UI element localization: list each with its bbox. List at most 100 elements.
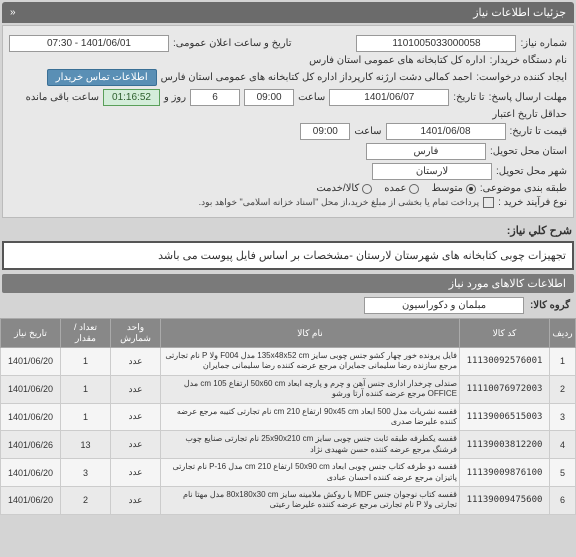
cell-name: صندلی چرخدار اداری جنس آهن و چرم و پارچه…: [161, 375, 460, 403]
cell-code: 11139006515003: [460, 403, 550, 431]
radio-label: متوسط: [431, 183, 462, 194]
cell-name: قفسه یکطرفه طبقه ثابت جنس چوبی سایز 25x9…: [161, 431, 460, 459]
city-value: لارستان: [372, 163, 492, 180]
items-table: ردیف کد کالا نام کالا واحد شمارش تعداد /…: [0, 318, 576, 515]
col-date: تاریخ نیاز: [1, 319, 61, 348]
table-row: 411139003812200قفسه یکطرفه طبقه ثابت جنس…: [1, 431, 576, 459]
cell-date: 1401/06/20: [1, 403, 61, 431]
need-no-label: شماره نیاز:: [520, 38, 567, 49]
city-label: شهر محل تحویل:: [496, 166, 567, 177]
cell-code: 11139003812200: [460, 431, 550, 459]
countdown-timer: 01:16:52: [103, 89, 160, 106]
category-option[interactable]: کالا/خدمت: [316, 183, 372, 194]
cell-qty: 13: [61, 431, 111, 459]
col-qty: تعداد / مقدار: [61, 319, 111, 348]
cell-qty: 1: [61, 348, 111, 376]
deadline-label: مهلت ارسال پاسخ:: [489, 92, 567, 103]
cell-unit: عدد: [111, 459, 161, 487]
cell-unit: عدد: [111, 375, 161, 403]
validity-time: 09:00: [300, 123, 350, 140]
cell-date: 1401/06/26: [1, 431, 61, 459]
table-row: 211110076972003صندلی چرخدار اداری جنس آه…: [1, 375, 576, 403]
deadline-time-label: ساعت: [298, 92, 325, 103]
org-label: نام دستگاه خریدار:: [490, 55, 567, 66]
table-row: 311139006515003قفسه نشریات مدل 500 ابعاد…: [1, 403, 576, 431]
org-value: اداره کل کتابخانه های عمومی استان فارس: [309, 55, 486, 66]
cell-code: 11130092576001: [460, 348, 550, 376]
radio-icon: [466, 184, 476, 194]
page-header: جزئیات اطلاعات نیاز «: [2, 2, 574, 23]
contact-buyer-button[interactable]: اطلاعات تماس خریدار: [47, 69, 157, 86]
validity-label: حداقل تاریخ اعتبار: [492, 109, 567, 120]
announce-label: تاریخ و ساعت اعلان عمومی:: [173, 38, 292, 49]
cell-code: 11139009876100: [460, 459, 550, 487]
requester-label: ایجاد کننده درخواست:: [476, 72, 567, 83]
radio-label: کالا/خدمت: [316, 183, 359, 194]
process-checkbox[interactable]: [483, 197, 494, 208]
need-no-value: 1101005033000058: [356, 35, 516, 52]
cell-qty: 2: [61, 486, 111, 514]
province-label: استان محل تحویل:: [490, 146, 567, 157]
table-row: 111130092576001فایل پرونده خور چهار کشو …: [1, 348, 576, 376]
requester-value: احمد کمالی دشت ارژنه کارپرداز اداره کل ک…: [161, 72, 473, 83]
cell-index: 1: [550, 348, 576, 376]
cell-date: 1401/06/20: [1, 486, 61, 514]
cell-qty: 1: [61, 375, 111, 403]
days-remaining: 6: [190, 89, 240, 106]
validity-sub-label: قیمت تا تاریخ:: [510, 126, 567, 137]
items-header: اطلاعات کالاهای مورد نیاز: [2, 274, 574, 293]
table-row: 611139009475600قفسه کتاب نوجوان جنس MDF …: [1, 486, 576, 514]
cell-name: فایل پرونده خور چهار کشو جنس چوبی سایز 1…: [161, 348, 460, 376]
page-title: جزئیات اطلاعات نیاز: [473, 6, 566, 19]
deadline-ta: تا تاریخ:: [453, 92, 484, 103]
cell-date: 1401/06/20: [1, 459, 61, 487]
group-value: مبلمان و دکوراسیون: [364, 297, 524, 314]
cell-index: 5: [550, 459, 576, 487]
cell-name: قفسه کتاب نوجوان جنس MDF با روکش ملامینه…: [161, 486, 460, 514]
days-label: روز و: [164, 92, 186, 103]
description-text: تجهیزات چوبی کتابخانه های شهرستان لارستا…: [158, 250, 566, 262]
validity-time-label: ساعت: [354, 126, 381, 137]
col-unit: واحد شمارش: [111, 319, 161, 348]
cell-index: 4: [550, 431, 576, 459]
table-header-row: ردیف کد کالا نام کالا واحد شمارش تعداد /…: [1, 319, 576, 348]
announce-value: 1401/06/01 - 07:30: [9, 35, 169, 52]
col-name: نام کالا: [161, 319, 460, 348]
cell-date: 1401/06/20: [1, 375, 61, 403]
category-option[interactable]: متوسط: [431, 183, 475, 194]
validity-date: 1401/06/08: [386, 123, 506, 140]
province-value: فارس: [366, 143, 486, 160]
group-label: گروه کالا:: [530, 300, 570, 311]
category-radio-group: متوسط عمده کالا/خدمت: [316, 183, 476, 194]
col-index: ردیف: [550, 319, 576, 348]
cell-unit: عدد: [111, 348, 161, 376]
deadline-time: 09:00: [244, 89, 294, 106]
cell-index: 6: [550, 486, 576, 514]
payment-note: پرداخت تمام یا بخشی از مبلغ خرید،از محل …: [199, 197, 479, 208]
category-label: طبقه بندی موضوعی:: [480, 183, 567, 194]
process-label: نوع فرآیند خرید :: [498, 197, 567, 208]
cell-name: قفسه دو طرفه کتاب جنس چوبی ابعاد 50x90 c…: [161, 459, 460, 487]
description-label: شرح کلي نياز:: [4, 224, 572, 237]
remain-label: ساعت باقی مانده: [26, 92, 99, 103]
cell-unit: عدد: [111, 486, 161, 514]
cell-index: 2: [550, 375, 576, 403]
cell-unit: عدد: [111, 403, 161, 431]
radio-icon: [409, 184, 419, 194]
cell-date: 1401/06/20: [1, 348, 61, 376]
cell-index: 3: [550, 403, 576, 431]
radio-icon: [362, 184, 372, 194]
table-row: 511139009876100قفسه دو طرفه کتاب جنس چوب…: [1, 459, 576, 487]
deadline-date: 1401/06/07: [329, 89, 449, 106]
cell-qty: 1: [61, 403, 111, 431]
cell-qty: 3: [61, 459, 111, 487]
cell-name: قفسه نشریات مدل 500 ابعاد 90x45 cm ارتفا…: [161, 403, 460, 431]
info-panel: شماره نیاز: 1101005033000058 تاریخ و ساع…: [2, 25, 574, 218]
description-box: تجهیزات چوبی کتابخانه های شهرستان لارستا…: [2, 241, 574, 270]
category-option[interactable]: عمده: [384, 183, 419, 194]
collapse-chevron-icon[interactable]: «: [10, 7, 16, 18]
cell-code: 11139009475600: [460, 486, 550, 514]
col-code: کد کالا: [460, 319, 550, 348]
cell-unit: عدد: [111, 431, 161, 459]
cell-code: 11110076972003: [460, 375, 550, 403]
